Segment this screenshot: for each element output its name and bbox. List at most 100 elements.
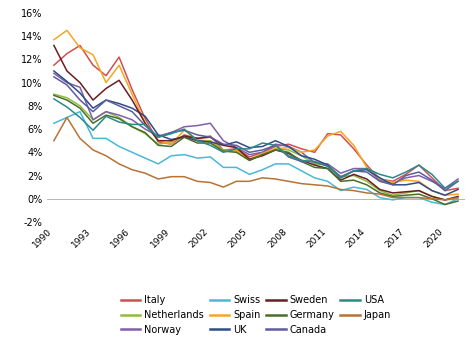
Norway — [273, 142, 278, 146]
USA — [116, 120, 122, 124]
Italy — [182, 133, 187, 137]
USA — [129, 122, 135, 127]
Swiss — [155, 162, 161, 166]
Line: Norway: Norway — [54, 73, 458, 188]
Sweden — [220, 143, 226, 147]
Norway — [77, 85, 83, 90]
UK — [51, 69, 57, 73]
Swiss — [182, 153, 187, 157]
Japan — [273, 177, 278, 181]
USA — [220, 150, 226, 154]
Netherlands — [246, 158, 252, 163]
Netherlands — [312, 162, 318, 166]
Italy — [208, 134, 213, 138]
Sweden — [351, 172, 356, 176]
Sweden — [168, 139, 174, 143]
Japan — [208, 180, 213, 185]
Swiss — [90, 136, 96, 140]
Swiss — [338, 188, 344, 193]
UK — [116, 101, 122, 106]
Japan — [234, 179, 239, 183]
Netherlands — [429, 194, 435, 199]
Germany — [455, 199, 461, 203]
Netherlands — [220, 148, 226, 152]
Netherlands — [182, 134, 187, 138]
Italy — [416, 163, 422, 167]
Norway — [168, 130, 174, 135]
Germany — [194, 141, 200, 145]
Japan — [155, 177, 161, 181]
Swiss — [455, 197, 461, 201]
Japan — [260, 176, 265, 180]
Swiss — [403, 195, 409, 200]
USA — [77, 115, 83, 120]
UK — [182, 135, 187, 139]
Germany — [403, 193, 409, 197]
Italy — [220, 148, 226, 152]
Canada — [299, 159, 304, 164]
Line: UK: UK — [54, 71, 458, 195]
Norway — [312, 161, 318, 165]
Canada — [286, 155, 292, 159]
Sweden — [116, 78, 122, 82]
Canada — [390, 183, 396, 187]
Norway — [260, 150, 265, 154]
Spain — [194, 137, 200, 142]
Netherlands — [416, 188, 422, 193]
Swiss — [299, 169, 304, 173]
Japan — [168, 175, 174, 179]
Germany — [234, 150, 239, 154]
Italy — [142, 116, 148, 121]
Japan — [103, 154, 109, 158]
Norway — [182, 125, 187, 129]
Italy — [442, 188, 448, 193]
Sweden — [312, 163, 318, 167]
UK — [286, 144, 292, 149]
Netherlands — [442, 198, 448, 202]
Spain — [403, 178, 409, 182]
Sweden — [208, 135, 213, 139]
Japan — [364, 191, 370, 195]
Netherlands — [64, 96, 70, 100]
Japan — [377, 192, 383, 196]
Germany — [182, 135, 187, 139]
Spain — [142, 121, 148, 125]
Swiss — [416, 195, 422, 200]
Japan — [220, 185, 226, 189]
Norway — [64, 81, 70, 85]
Italy — [64, 52, 70, 56]
Norway — [116, 113, 122, 117]
Canada — [246, 150, 252, 154]
Spain — [51, 38, 57, 42]
Spain — [246, 157, 252, 161]
Line: Swiss: Swiss — [54, 112, 458, 204]
Netherlands — [129, 125, 135, 129]
Canada — [194, 133, 200, 137]
Spain — [234, 148, 239, 152]
Spain — [364, 165, 370, 170]
Sweden — [234, 145, 239, 150]
Line: Italy: Italy — [54, 45, 458, 190]
Sweden — [455, 194, 461, 199]
Italy — [364, 163, 370, 167]
Italy — [338, 133, 344, 137]
Canada — [312, 159, 318, 164]
Netherlands — [299, 154, 304, 158]
Swiss — [442, 202, 448, 207]
UK — [103, 98, 109, 102]
Swiss — [220, 165, 226, 170]
Norway — [208, 121, 213, 125]
Canada — [182, 128, 187, 132]
Italy — [455, 186, 461, 190]
Japan — [429, 197, 435, 201]
Japan — [64, 115, 70, 120]
Swiss — [168, 154, 174, 158]
USA — [208, 143, 213, 147]
Canada — [129, 110, 135, 114]
Netherlands — [142, 132, 148, 136]
USA — [325, 164, 330, 168]
UK — [338, 176, 344, 180]
Japan — [312, 183, 318, 187]
Line: USA: USA — [54, 99, 458, 188]
Netherlands — [51, 92, 57, 96]
